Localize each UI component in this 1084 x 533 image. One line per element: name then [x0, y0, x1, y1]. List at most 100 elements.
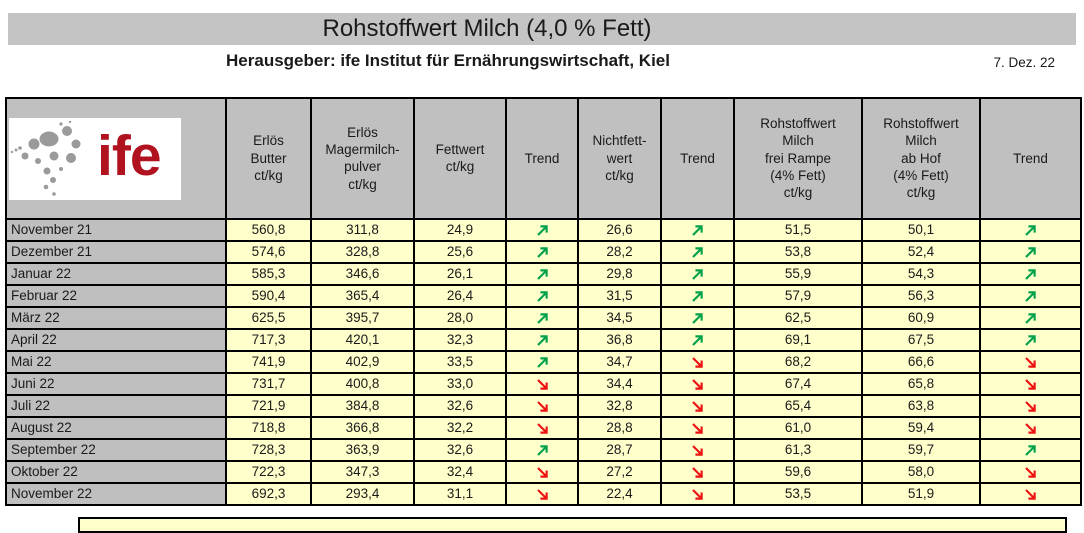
value-cell: 34,5: [577, 305, 662, 330]
value-cell: 58,0: [861, 459, 981, 484]
trend-up-icon: [692, 312, 703, 324]
value-cell: 395,7: [310, 305, 415, 330]
col-header-trend-2: Trend: [660, 97, 735, 220]
value-cell: 65,8: [861, 371, 981, 396]
trend-cell: [660, 327, 735, 352]
trend-down-icon: [536, 466, 548, 478]
value-cell: 59,7: [861, 437, 981, 462]
value-cell: 54,3: [861, 261, 981, 286]
trend-cell: [979, 283, 1082, 308]
trend-cell: [979, 371, 1082, 396]
report-date: 7. Dez. 22: [993, 55, 1055, 70]
trend-down-icon: [1025, 378, 1036, 390]
trend-cell: [660, 239, 735, 264]
trend-cell: [660, 459, 735, 484]
trend-cell: [979, 459, 1082, 484]
value-cell: 51,9: [861, 481, 981, 506]
month-cell: März 22: [5, 305, 227, 330]
month-cell: Februar 22: [5, 283, 227, 308]
trend-cell: [660, 371, 735, 396]
table-row: März 22 625,5 395,7 28,0 34,5 62,5 60,9: [5, 305, 1082, 330]
trend-down-icon: [692, 466, 703, 478]
month-cell: Oktober 22: [5, 459, 227, 484]
trend-cell: [979, 305, 1082, 330]
value-cell: 34,4: [577, 371, 662, 396]
table-row: Juli 22 721,9 384,8 32,6 32,8 65,4 63,8: [5, 393, 1082, 418]
trend-cell: [979, 261, 1082, 286]
col-header-trend-3: Trend: [979, 97, 1082, 220]
value-cell: 692,3: [225, 481, 312, 506]
value-cell: 65,4: [733, 393, 863, 418]
trend-cell: [979, 437, 1082, 462]
value-cell: 62,5: [733, 305, 863, 330]
value-cell: 585,3: [225, 261, 312, 286]
col-header-fettwert: Fettwert ct/kg: [413, 97, 507, 220]
value-cell: 32,2: [413, 415, 507, 440]
trend-down-icon: [1025, 488, 1036, 500]
value-cell: 29,8: [577, 261, 662, 286]
value-cell: 384,8: [310, 393, 415, 418]
trend-up-icon: [692, 268, 703, 280]
value-cell: 717,3: [225, 327, 312, 352]
month-cell: September 22: [5, 437, 227, 462]
table-body: November 21 560,8 311,8 24,9 26,6 51,5 50,1 D…: [5, 217, 1082, 506]
trend-cell: [660, 393, 735, 418]
col-header-rohstoffwert-frei-rampe: Rohstoffwert Milch frei Rampe (4% Fett) …: [733, 97, 863, 220]
trend-down-icon: [536, 400, 548, 412]
trend-cell: [505, 371, 579, 396]
trend-cell: [979, 393, 1082, 418]
value-cell: 420,1: [310, 327, 415, 352]
value-cell: 721,9: [225, 393, 312, 418]
trend-cell: [505, 459, 579, 484]
value-cell: 53,8: [733, 239, 863, 264]
trend-up-icon: [536, 356, 548, 368]
value-cell: 741,9: [225, 349, 312, 374]
value-cell: 26,1: [413, 261, 507, 286]
value-cell: 59,6: [733, 459, 863, 484]
table-row: Dezember 21 574,6 328,8 25,6 28,2 53,8 52,4: [5, 239, 1082, 264]
value-cell: 718,8: [225, 415, 312, 440]
value-cell: 590,4: [225, 283, 312, 308]
value-cell: 60,9: [861, 305, 981, 330]
table-row: Juni 22 731,7 400,8 33,0 34,4 67,4 65,8: [5, 371, 1082, 396]
trend-up-icon: [536, 268, 548, 280]
trend-cell: [505, 239, 579, 264]
table-row: November 21 560,8 311,8 24,9 26,6 51,5 50,1: [5, 217, 1082, 242]
value-cell: 69,1: [733, 327, 863, 352]
trend-cell: [660, 305, 735, 330]
trend-down-icon: [692, 444, 703, 456]
value-cell: 32,6: [413, 437, 507, 462]
value-cell: 346,6: [310, 261, 415, 286]
title-bar: Rohstoffwert Milch (4,0 % Fett): [8, 13, 1076, 45]
trend-cell: [660, 437, 735, 462]
value-cell: 25,6: [413, 239, 507, 264]
trend-up-icon: [1025, 246, 1036, 258]
value-cell: 574,6: [225, 239, 312, 264]
trend-up-icon: [1025, 444, 1036, 456]
trend-down-icon: [692, 422, 703, 434]
trend-up-icon: [692, 334, 703, 346]
value-cell: 402,9: [310, 349, 415, 374]
month-cell: Juni 22: [5, 371, 227, 396]
partial-next-row: [78, 517, 1067, 533]
value-cell: 67,4: [733, 371, 863, 396]
trend-cell: [505, 437, 579, 462]
value-cell: 50,1: [861, 217, 981, 242]
publisher-line: Herausgeber: ife Institut für Ernährungs…: [226, 51, 670, 70]
value-cell: 67,5: [861, 327, 981, 352]
value-cell: 63,8: [861, 393, 981, 418]
month-cell: November 22: [5, 481, 227, 506]
trend-cell: [505, 261, 579, 286]
trend-down-icon: [1025, 400, 1036, 412]
value-cell: 293,4: [310, 481, 415, 506]
table-row: November 22 692,3 293,4 31,1 22,4 53,5 51,9: [5, 481, 1082, 506]
trend-down-icon: [1025, 466, 1036, 478]
value-cell: 365,4: [310, 283, 415, 308]
ife-logo-dots-icon: [10, 121, 81, 197]
month-cell: Juli 22: [5, 393, 227, 418]
value-cell: 33,5: [413, 349, 507, 374]
trend-up-icon: [1025, 334, 1036, 346]
trend-up-icon: [692, 290, 703, 302]
value-cell: 61,0: [733, 415, 863, 440]
trend-cell: [979, 349, 1082, 374]
